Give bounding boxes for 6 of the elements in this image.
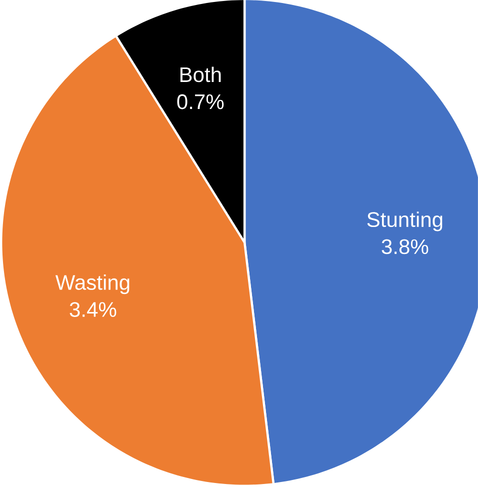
data-label: 0.7%	[177, 94, 224, 110]
slice-label: Wasting	[55, 274, 130, 294]
data-label: 3.8%	[382, 239, 428, 254]
data-label: 3.4%	[70, 302, 116, 317]
slice-label: Both	[180, 66, 221, 82]
slice-label: Stunting	[367, 212, 442, 232]
